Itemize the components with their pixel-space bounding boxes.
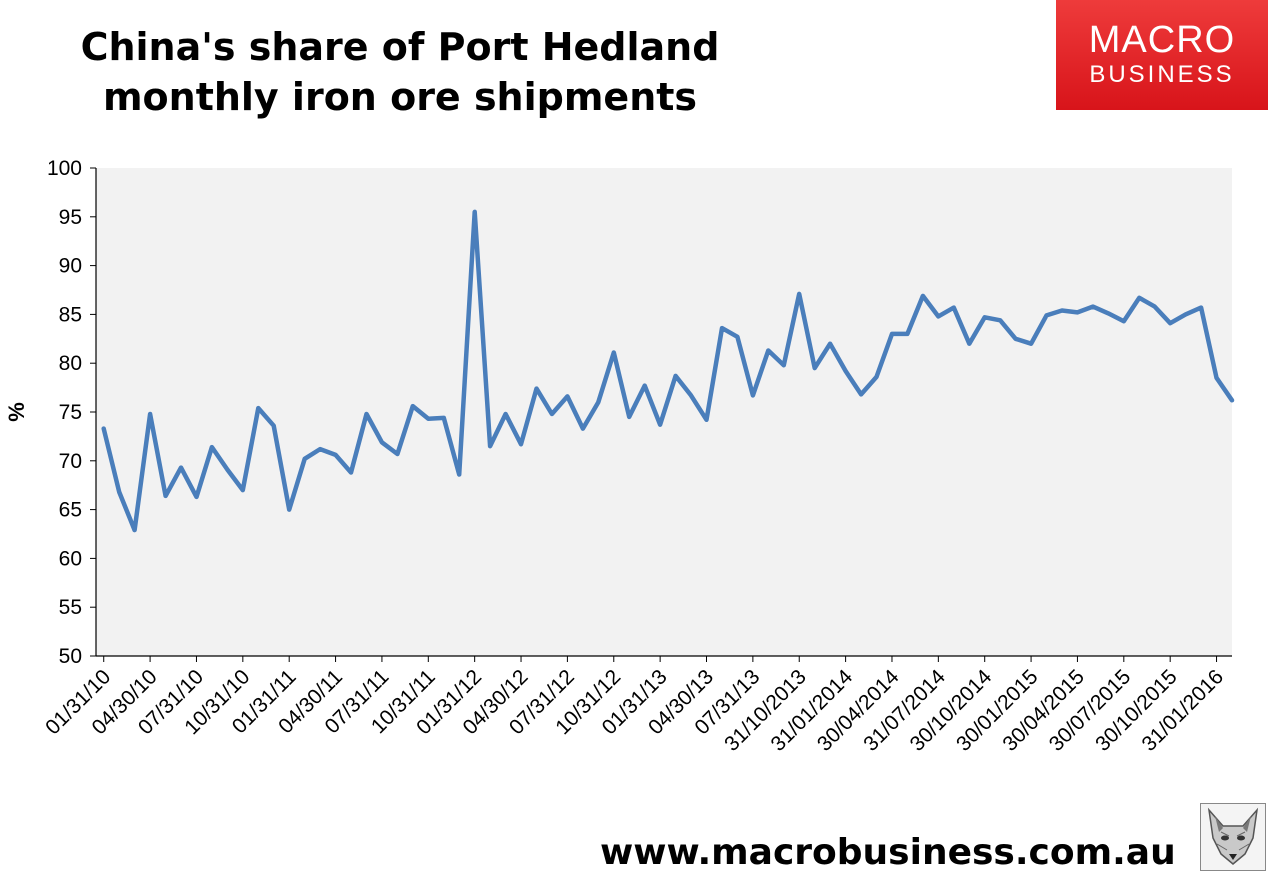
y-tick-label: 65 — [59, 499, 82, 522]
y-tick-label: 100 — [47, 157, 82, 180]
y-tick-label: 90 — [59, 255, 82, 278]
fox-head-icon — [1200, 803, 1266, 871]
y-tick-label: 80 — [59, 352, 82, 375]
y-tick-label: 85 — [59, 303, 82, 326]
y-tick-label: 75 — [59, 401, 82, 424]
y-axis-label: % — [4, 402, 29, 422]
footer-url: www.macrobusiness.com.au — [600, 832, 1160, 873]
y-tick-label: 55 — [59, 596, 82, 619]
y-tick-label: 60 — [59, 547, 82, 570]
y-tick-label: 70 — [59, 450, 82, 473]
y-tick-label: 50 — [59, 645, 82, 668]
y-tick-label: 95 — [59, 206, 82, 229]
